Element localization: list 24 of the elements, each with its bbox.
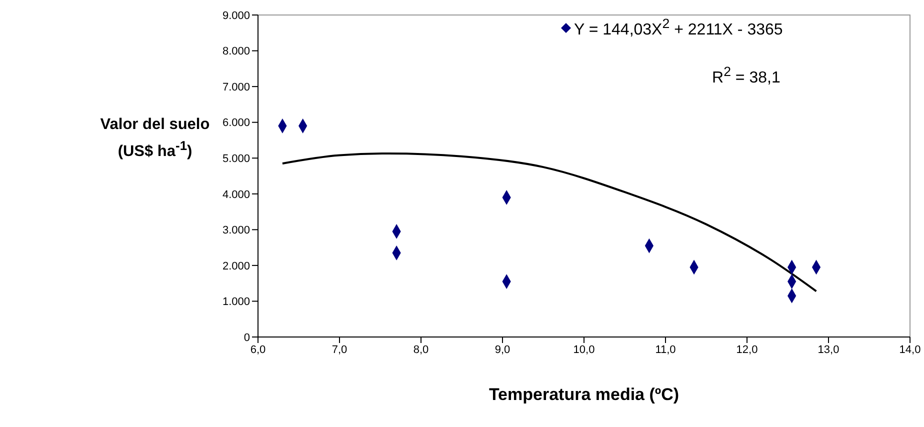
annotation: R$^{2}$ = 38,1 (712, 64, 780, 88)
line-series (281, 152, 818, 292)
x-tick-label: 8,0 (413, 344, 429, 356)
y-axis-title: Valor del suelo (US$ ha$^{-1}$) (99, 115, 211, 162)
x-tick-label: 6,0 (250, 344, 266, 356)
y-tick-label: 8.000 (222, 46, 250, 58)
x-tick-label: 11,0 (655, 344, 676, 356)
legend-label: Y = 144,03X$^{2}$ + 2211X - 3365 (574, 16, 783, 40)
y-tick-label: 1.000 (222, 296, 250, 308)
y-tick-label: 9.000 (222, 10, 250, 22)
y-tick-label: 6.000 (222, 117, 250, 130)
x-tick-label: 10,0 (573, 344, 595, 356)
x-tick-label: 14,0 (899, 344, 921, 356)
x-tick-label: 7,0 (332, 344, 348, 356)
y-tick-label: 0 (244, 332, 250, 344)
x-tick-label: 13,0 (818, 344, 840, 356)
x-tick-label: 12,0 (736, 344, 758, 356)
y-tick-label: 2.000 (222, 260, 250, 272)
x-axis-title: Temperatura media (ºC) (488, 385, 680, 405)
y-tick-label: 4.000 (222, 188, 250, 201)
y-tick-label: 3.000 (222, 224, 250, 237)
y-tick-label: 7.000 (222, 81, 250, 94)
y-tick-label: 5.000 (222, 153, 250, 166)
x-tick-label: 9,0 (494, 344, 510, 356)
